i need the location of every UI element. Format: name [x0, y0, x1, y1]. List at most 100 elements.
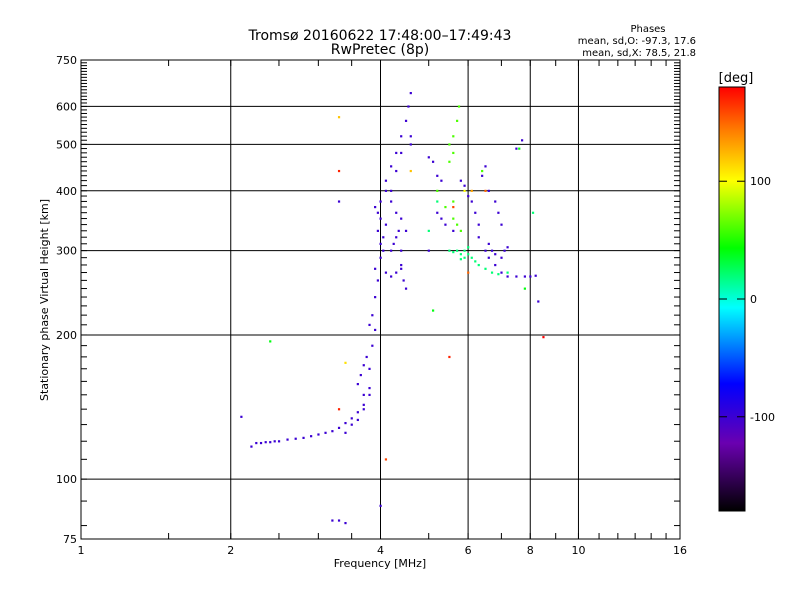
data-point	[452, 229, 455, 232]
x-tick-labels: 1 2 4 6 8 10 16	[78, 544, 688, 557]
data-point	[409, 169, 412, 173]
data-point	[467, 253, 470, 256]
data-point	[390, 249, 393, 252]
data-point	[515, 275, 518, 278]
data-point	[404, 287, 408, 290]
data-point	[390, 275, 393, 278]
data-point	[444, 223, 447, 226]
data-point	[515, 147, 518, 150]
colorbar-tick-label: -100	[750, 411, 775, 424]
data-point	[409, 135, 412, 138]
data-point	[440, 217, 443, 220]
data-point	[310, 435, 313, 438]
data-point	[395, 151, 398, 155]
data-point	[431, 309, 435, 312]
data-point	[400, 263, 403, 267]
x-tick-label: 6	[465, 544, 472, 557]
data-point	[448, 143, 451, 146]
data-point	[537, 300, 540, 303]
data-point	[470, 189, 473, 192]
colorbar: [deg] 100 0 -100	[718, 71, 775, 512]
data-point	[487, 256, 490, 259]
data-point	[456, 119, 459, 122]
data-point	[371, 314, 374, 317]
data-point	[484, 267, 487, 270]
x-tick-label: 10	[571, 544, 585, 557]
data-point	[477, 263, 480, 267]
plot-area: 1 2 4 6 8 10 16 75 100 200 300 400 500 600 750	[56, 54, 687, 557]
x-tick-label: 4	[377, 544, 384, 557]
colorbar-tick-label: 100	[750, 175, 771, 188]
data-point	[452, 205, 455, 209]
data-point	[452, 251, 455, 254]
y-tick-label: 200	[56, 329, 77, 342]
data-point	[474, 260, 477, 263]
y-tick-label: 750	[56, 54, 77, 67]
data-point	[470, 200, 473, 203]
data-point	[368, 367, 371, 370]
x-tick-label: 8	[527, 544, 534, 557]
data-point	[531, 211, 535, 214]
data-point	[440, 179, 443, 182]
data-point	[448, 355, 451, 359]
data-point	[452, 151, 455, 155]
data-point	[359, 373, 362, 377]
data-point	[400, 135, 403, 138]
data-point	[337, 408, 341, 411]
data-point	[518, 147, 521, 150]
x-tick-label: 2	[227, 544, 234, 557]
data-point	[376, 279, 379, 282]
data-point	[374, 267, 377, 270]
data-point	[362, 403, 365, 406]
x-axis-label: Frequency [MHz]	[334, 557, 426, 570]
data-point	[448, 160, 451, 163]
data-point	[379, 200, 382, 203]
stats-x-line: mean, sd,X: 78.5, 21.8	[582, 48, 696, 59]
data-point	[374, 328, 377, 332]
data-point	[362, 364, 365, 367]
data-point	[374, 296, 377, 299]
data-point	[487, 189, 490, 192]
data-point	[497, 211, 500, 214]
data-point	[302, 436, 305, 439]
y-tick-label: 600	[56, 100, 77, 113]
data-point	[350, 423, 353, 426]
grid	[81, 60, 680, 539]
data-point	[463, 249, 466, 252]
data-point	[523, 275, 526, 278]
data-point	[356, 382, 359, 386]
data-point	[344, 521, 347, 525]
data-point	[436, 211, 439, 214]
data-point	[264, 441, 267, 444]
data-point	[459, 258, 462, 261]
data-point	[294, 437, 297, 440]
data-point	[427, 249, 430, 252]
data-point	[317, 433, 320, 436]
data-point	[506, 275, 509, 278]
data-point	[407, 105, 410, 108]
data-point	[467, 195, 470, 198]
data-point	[456, 223, 459, 226]
chart-title-line1: Tromsø 20160622 17:48:00–17:49:43	[248, 28, 512, 44]
data-point	[477, 236, 480, 239]
data-point	[477, 223, 480, 226]
data-point	[337, 116, 341, 119]
y-tick-labels: 75 100 200 300 400 500 600 750	[56, 54, 77, 546]
data-point	[474, 211, 477, 214]
data-point	[331, 430, 334, 433]
data-point	[337, 519, 341, 522]
stats-o-line: mean, sd,O: -97.3, 17.6	[578, 36, 696, 47]
data-point	[427, 156, 430, 159]
data-point	[395, 169, 398, 173]
data-point	[500, 223, 503, 226]
y-tick-label: 400	[56, 185, 77, 198]
data-point	[459, 179, 462, 182]
data-point	[436, 189, 439, 192]
y-axis-label: Stationary phase Virtual Height [km]	[38, 199, 51, 401]
data-point	[368, 386, 371, 390]
data-point	[382, 236, 385, 239]
data-point	[457, 105, 461, 108]
data-point	[379, 256, 382, 259]
data-point	[542, 336, 545, 339]
data-point	[273, 440, 276, 443]
